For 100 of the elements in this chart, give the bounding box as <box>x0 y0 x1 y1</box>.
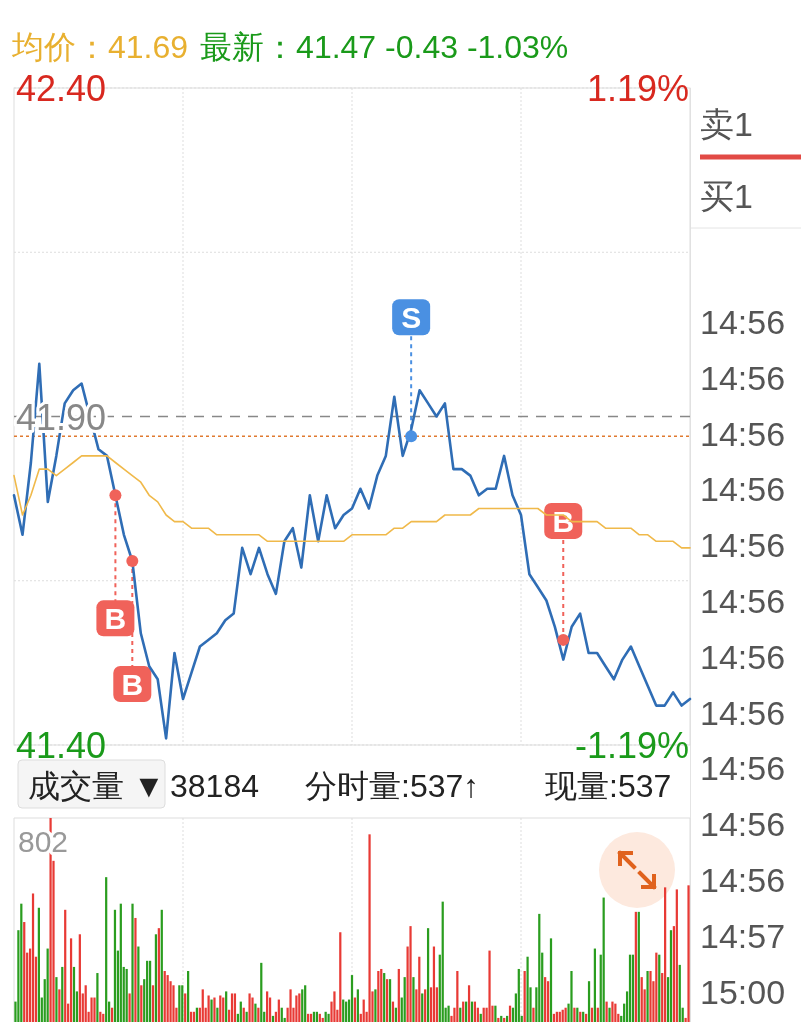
bar <box>160 909 163 1022</box>
bar <box>467 985 471 1022</box>
text: 14:56 <box>700 582 786 620</box>
bar <box>163 971 166 1022</box>
bar <box>397 968 400 1022</box>
bar <box>304 985 307 1022</box>
bar <box>412 977 415 1022</box>
bar <box>140 985 143 1022</box>
bar <box>181 985 184 1022</box>
bar <box>84 985 87 1022</box>
bar <box>289 989 292 1022</box>
bar <box>549 938 553 1022</box>
y2-tick-label: -1.19% <box>574 725 689 766</box>
bar <box>409 926 412 1022</box>
bar <box>403 977 406 1022</box>
bar <box>119 903 122 1022</box>
bar <box>301 989 304 1022</box>
bar <box>201 989 204 1022</box>
bar <box>608 1007 611 1022</box>
point <box>126 555 139 568</box>
text: 14:57 <box>700 916 786 955</box>
bar <box>148 960 152 1022</box>
point <box>405 430 418 443</box>
bar <box>593 948 596 1022</box>
bar <box>295 995 298 1022</box>
bar <box>377 971 380 1022</box>
bar <box>233 993 237 1022</box>
bar <box>333 991 336 1022</box>
bar <box>356 989 359 1022</box>
bar <box>131 903 134 1022</box>
bar <box>31 893 35 1022</box>
bar <box>368 834 371 1022</box>
bar <box>134 917 137 1022</box>
bar <box>78 934 81 1022</box>
text: 现量:537 <box>545 768 672 804</box>
bar <box>172 985 175 1022</box>
y2-tick-label: 1.19% <box>586 68 689 109</box>
text: 14:56 <box>700 303 786 341</box>
text: 14:56 <box>700 470 786 509</box>
bar <box>154 934 158 1022</box>
bar <box>187 971 190 1022</box>
text: 14:56 <box>700 861 786 899</box>
bar <box>687 885 690 1022</box>
text: 38184 <box>170 768 259 804</box>
bar <box>254 1003 257 1022</box>
bar <box>64 909 67 1022</box>
bar <box>46 948 49 1022</box>
bar <box>605 1001 608 1022</box>
bar <box>675 889 678 1022</box>
bar <box>424 989 427 1022</box>
bar <box>157 928 160 1022</box>
bar <box>166 975 169 1022</box>
y-tick-label: 41.40 <box>16 725 107 766</box>
point <box>109 489 122 502</box>
bar <box>488 950 491 1022</box>
bar <box>421 993 424 1022</box>
bar <box>640 977 643 1022</box>
bar <box>96 973 99 1022</box>
line-series <box>13 455 691 549</box>
bar <box>20 903 23 1022</box>
bar <box>298 993 301 1022</box>
bar <box>230 993 234 1022</box>
annotation: B <box>552 504 575 538</box>
text: 15:00 <box>700 972 786 1011</box>
bar <box>58 989 61 1022</box>
bar <box>178 985 181 1022</box>
text: 成交量 ▼ <box>28 768 165 804</box>
annotation: B <box>104 602 127 636</box>
text: 14:56 <box>700 526 786 565</box>
bar <box>251 997 254 1022</box>
bar <box>383 973 386 1022</box>
annotation: B <box>121 668 144 702</box>
bar <box>105 877 108 1022</box>
text: 14:56 <box>700 693 786 732</box>
text: 卖1 <box>700 105 753 143</box>
bar <box>441 901 444 1022</box>
bar <box>93 997 96 1022</box>
bar <box>128 993 131 1022</box>
chart-subtitle: 最新：41.47 -0.43 -1.03% <box>200 29 569 65</box>
bar <box>526 956 529 1022</box>
bar <box>225 991 228 1022</box>
bar <box>146 960 149 1022</box>
bar <box>266 991 269 1022</box>
bar <box>339 932 342 1022</box>
bar <box>456 971 459 1022</box>
bar <box>532 1007 535 1022</box>
bar <box>350 975 354 1022</box>
bar <box>37 907 40 1022</box>
bar <box>426 928 430 1022</box>
bar <box>664 887 667 1022</box>
text: 14:56 <box>700 358 786 397</box>
bar <box>523 971 526 1022</box>
bar <box>69 938 73 1022</box>
bar <box>418 956 421 1022</box>
bar <box>544 977 547 1022</box>
bar <box>55 977 58 1022</box>
bar <box>517 968 520 1022</box>
bar <box>602 897 605 1022</box>
y-tick-label: 42.40 <box>16 68 107 109</box>
bar <box>113 909 117 1022</box>
